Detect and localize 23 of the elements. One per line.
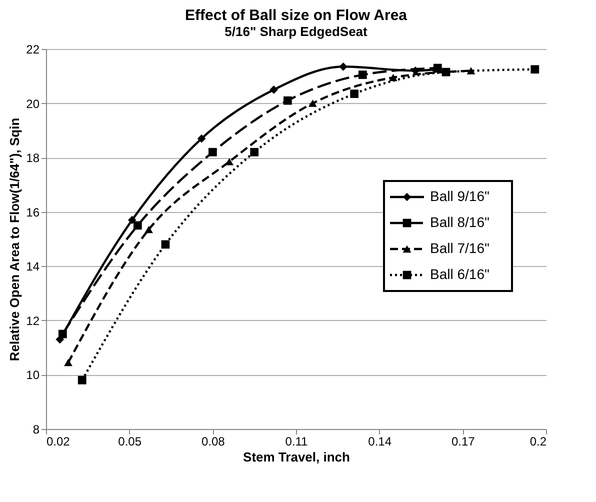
x-axis-title: Stem Travel, inch <box>243 450 350 464</box>
y-axis-title: Relative Open Area to Flow(1/64"), Sqin <box>7 118 22 362</box>
x-tick-label: 0.11 <box>285 434 308 448</box>
legend-label: Ball 9/16" <box>430 188 490 204</box>
x-tick-label: 0.05 <box>118 434 142 448</box>
y-tick-label: 20 <box>26 96 40 111</box>
x-tick-label: 0.2 <box>530 434 547 448</box>
x-tick-label: 0.14 <box>368 434 392 448</box>
y-tick-label: 22 <box>26 42 40 56</box>
y-tick-label: 16 <box>26 205 40 220</box>
y-tick-label: 8 <box>32 422 40 436</box>
y-tick-label: 12 <box>26 314 40 328</box>
chart-title: Effect of Ball size on Flow Area <box>185 7 408 24</box>
chart-subtitle: 5/16" Sharp EdgedSeat <box>224 24 368 39</box>
y-tick-label: 18 <box>26 151 40 166</box>
y-tick-label: 10 <box>26 368 40 382</box>
y-tick-label: 14 <box>26 260 40 274</box>
legend-label: Ball 8/16" <box>430 214 490 230</box>
legend-label: Ball 6/16" <box>430 266 490 282</box>
x-tick-label: 0.17 <box>451 434 476 448</box>
x-tick-label: 0.02 <box>46 434 70 448</box>
legend-label: Ball 7/16" <box>430 240 490 256</box>
x-tick-label: 0.08 <box>201 434 226 448</box>
